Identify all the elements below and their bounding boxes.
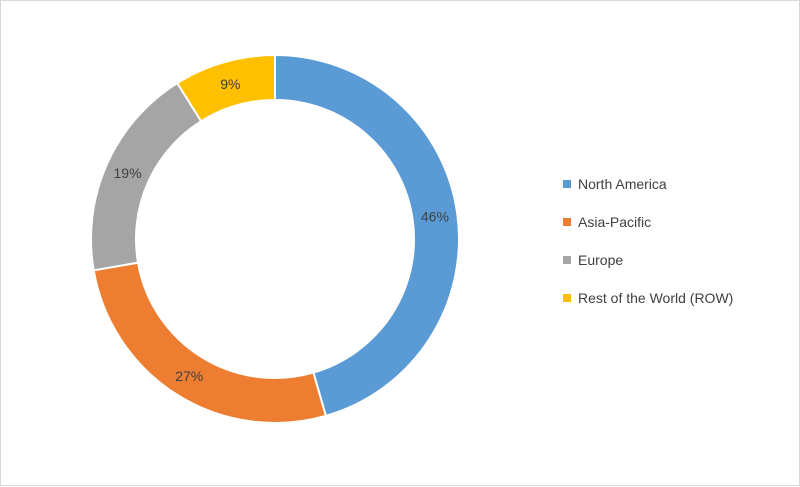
legend-label-rest-of-the-world-row: Rest of the World (ROW): [578, 290, 733, 306]
slice-north-america: [274, 53, 460, 418]
slice-rest-of-the-world-row: [175, 53, 276, 123]
legend-label-europe: Europe: [578, 252, 623, 268]
data-label-rest-of-the-world-row: 9%: [220, 76, 240, 92]
legend-label-asia-pacific: Asia-Pacific: [578, 214, 651, 230]
data-label-north-america: 46%: [421, 208, 449, 224]
legend-swatch-europe: [563, 256, 571, 264]
legend-swatch-asia-pacific: [563, 218, 571, 226]
data-label-europe: 19%: [114, 165, 142, 181]
legend-swatch-north-america: [563, 180, 571, 188]
legend-label-north-america: North America: [578, 176, 667, 192]
slice-europe: [90, 81, 203, 272]
slice-asia-pacific: [92, 261, 328, 424]
legend-swatch-rest-of-the-world-row: [563, 294, 571, 302]
data-label-asia-pacific: 27%: [175, 368, 203, 384]
